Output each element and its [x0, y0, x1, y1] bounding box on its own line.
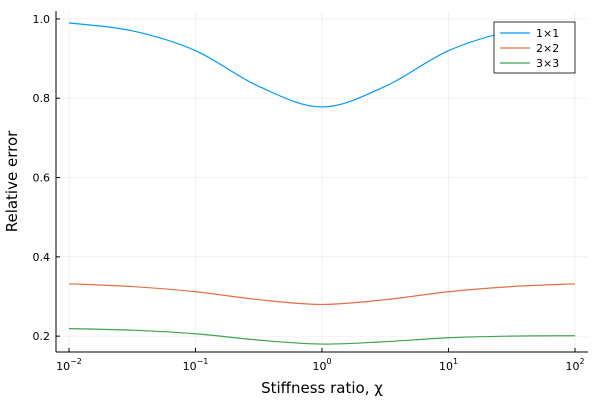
y-tick-label: 0.2: [33, 330, 51, 343]
x-tick-label: 101: [439, 357, 458, 373]
axes: [55, 11, 588, 353]
x-tick-label: 100: [312, 357, 331, 373]
grid: [56, 11, 588, 352]
series-line-3: [68, 328, 576, 345]
x-tick-label: 10−1: [183, 357, 209, 373]
y-tick-label: 1.0: [33, 13, 51, 26]
x-tick-label: 10−2: [56, 357, 82, 373]
series-lines: [68, 22, 576, 345]
tick-labels: 10−2 10−1 100 101 102 0.2 0.4 0.6 0.8 1.0: [33, 13, 585, 373]
x-axis-label: Stiffness ratio, χ: [261, 379, 383, 397]
legend: 1×1 2×2 3×3: [493, 21, 576, 74]
series-line-1: [68, 22, 576, 108]
legend-label: 2×2: [536, 42, 559, 55]
y-tick-label: 0.6: [33, 172, 51, 185]
series-line-2: [68, 283, 576, 306]
y-tick-label: 0.4: [33, 251, 51, 264]
legend-label: 1×1: [536, 27, 559, 40]
legend-label: 3×3: [536, 57, 559, 70]
y-axis-label: Relative error: [3, 130, 21, 232]
x-tick-label: 102: [565, 357, 584, 373]
y-tick-label: 0.8: [33, 92, 51, 105]
